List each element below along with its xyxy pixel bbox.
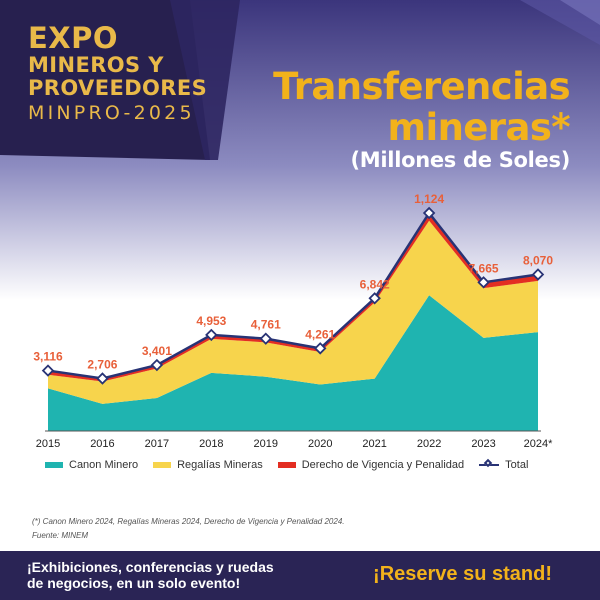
x-tick-label: 2021 — [362, 438, 386, 450]
footnote-text: (*) Canon Minero 2024, Regalías Mineras … — [32, 517, 345, 526]
total-marker — [96, 372, 109, 385]
total-marker — [477, 276, 490, 289]
brand-line-3: PROVEEDORES — [28, 76, 208, 100]
data-label: 1,124 — [414, 192, 444, 206]
footer-banner: ¡Exhibiciones, conferencias y ruedas de … — [0, 551, 600, 600]
brand-logo: EXPO MINEROS Y PROVEEDORES MINPRO-2025 — [28, 24, 207, 123]
brand-line-4: MINPRO-2025 — [28, 102, 195, 124]
x-tick-label: 2020 — [308, 438, 332, 450]
x-tick-label: 2019 — [254, 438, 278, 450]
x-tick-label: 2017 — [145, 438, 169, 450]
x-tick-label: 2023 — [471, 438, 495, 450]
total-marker — [422, 206, 436, 220]
legend-swatch-derecho — [277, 462, 296, 468]
x-tick-label: 2015 — [36, 438, 60, 450]
data-label: 6,842 — [360, 277, 390, 291]
data-label: 7,665 — [469, 261, 499, 275]
data-label: 4,261 — [305, 327, 335, 341]
chart-title: Transferencias mineras* — [273, 66, 570, 148]
x-tick-label: 2018 — [199, 438, 223, 450]
legend-item-derecho: Derecho de Vigencia y Penalidad — [277, 459, 465, 471]
legend-label-derecho: Derecho de Vigencia y Penalidad — [301, 459, 465, 471]
total-marker — [150, 358, 164, 372]
total-marker — [368, 292, 381, 305]
chart-subtitle: (Millones de Soles) — [350, 148, 571, 172]
footnote: (*) Canon Minero 2024, Regalías Mineras … — [32, 515, 345, 543]
total-marker — [313, 342, 327, 355]
data-label: 8,070 — [523, 253, 553, 267]
area-series-2 — [48, 220, 538, 404]
brand-line-1: EXPO — [28, 21, 119, 55]
legend-label-regalias: Regalías Mineras — [177, 459, 263, 471]
brand-panel-edge — [170, 0, 240, 160]
reserve-stand-cta[interactable]: ¡Reserve su stand! — [373, 563, 552, 585]
total-marker — [41, 364, 55, 377]
data-label: 3,401 — [142, 344, 172, 358]
legend: Canon Minero Regalías Mineras Derecho de… — [45, 459, 543, 471]
source-text: Fuente: MINEM — [32, 531, 89, 540]
legend-label-total: Total — [505, 459, 529, 471]
data-label: 2,706 — [87, 358, 117, 372]
legend-swatch-total — [479, 464, 500, 466]
total-line — [47, 210, 539, 380]
total-marker — [531, 268, 545, 281]
footer-tagline: ¡Exhibiciones, conferencias y ruedas de … — [27, 559, 274, 591]
data-label: 4,761 — [251, 318, 281, 332]
brand-panel — [0, 0, 210, 160]
data-label: 3,116 — [33, 350, 63, 364]
total-marker — [205, 328, 218, 342]
x-tick-label: 2024* — [524, 438, 553, 450]
legend-swatch-canon — [45, 462, 63, 468]
brand-line-2: MINEROS Y — [28, 53, 164, 77]
legend-item-regalias: Regalías Mineras — [153, 459, 263, 471]
corner-stripes-inner — [560, 0, 600, 25]
legend-swatch-regalias — [153, 462, 172, 468]
x-tick-label: 2022 — [417, 438, 441, 450]
area-series-1 — [48, 295, 538, 431]
legend-item-total: Total — [479, 459, 528, 471]
x-tick-label: 2016 — [90, 438, 114, 450]
chart-title-line-1: Transferencias — [273, 65, 570, 108]
data-label: 4,953 — [196, 314, 226, 328]
legend-label-canon: Canon Minero — [69, 459, 139, 471]
legend-item-canon: Canon Minero — [45, 459, 138, 471]
chart-title-line-2: mineras* — [387, 106, 571, 149]
footer-tagline-line-2: de negocios, en un solo evento! — [27, 575, 241, 591]
total-marker — [259, 332, 273, 345]
footer-tagline-line-1: ¡Exhibiciones, conferencias y ruedas — [27, 559, 274, 575]
